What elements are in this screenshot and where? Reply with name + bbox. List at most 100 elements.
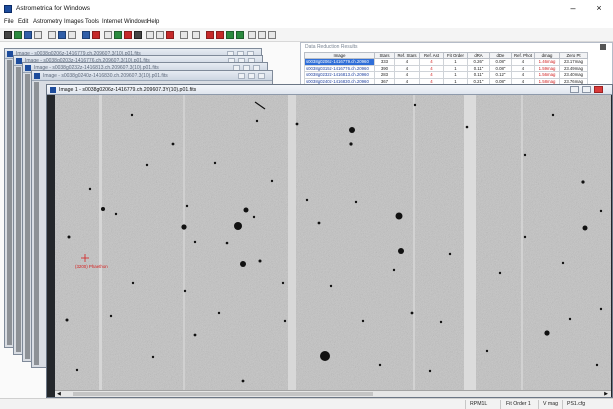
cell-stars: 283 [374,71,395,79]
cell-stars: 333 [374,58,395,66]
scroll-right-arrow-icon[interactable]: ▶ [604,391,608,397]
cell-dde: 0.12" [489,71,512,79]
menu-file[interactable]: File [4,19,14,25]
image-window-edge [34,82,39,365]
image-window-icon [50,87,56,93]
toolbar-blink-icon[interactable] [114,31,122,39]
menu-images[interactable]: Images [64,19,84,25]
detector-seam [183,95,185,392]
horizontal-scrollbar[interactable]: ◀ ▶ [55,390,611,397]
image-window-title-bar[interactable]: Image - s0038g0240z-1416830.ch.20960?.3(… [32,71,272,81]
column-header-ref-phot[interactable]: Ref. Phot [511,52,535,59]
toolbar-tile-icon[interactable] [248,31,256,39]
image-window-maximize-button[interactable] [248,73,255,79]
toolbar-arrange-icon[interactable] [268,31,276,39]
toolbar-track-icon[interactable] [134,31,142,39]
toolbar-save-icon[interactable] [34,31,42,39]
menu-internet[interactable]: Internet [102,19,123,25]
detector-seam [413,95,415,392]
cell-ref-stars: 4 [394,64,420,73]
toolbar-flat-icon[interactable] [92,31,100,39]
results-table: Image Stars Ref. Stars Ref. Ast Fit Orde… [304,52,588,86]
toolbar-image-list-icon[interactable] [58,31,66,39]
pin-icon[interactable] [600,44,606,50]
cell-ref-ast: 4 [419,58,444,66]
data-reduction-window[interactable]: Data Reduction Results Image Stars Ref. … [300,42,613,86]
toolbar-arrow-icon[interactable] [4,31,12,39]
column-header-zero-pt[interactable]: Zero Pt [559,52,588,59]
toolbar-new-icon[interactable] [14,31,22,39]
cell-zero-pt: 23.17mag [559,58,588,66]
satellite-trail [254,101,266,110]
image-window-title: Image - s0038g0240z-1416830.ch.20960?.3(… [43,73,168,79]
toolbar-next-icon[interactable] [236,31,244,39]
status-catalog: RPM1L [470,401,488,407]
status-separator [465,400,466,409]
menu-help[interactable]: Help [147,19,160,25]
toolbar-previous-icon[interactable] [216,31,224,39]
target-marker[interactable]: (3200) Phaethon [75,254,108,269]
cell-image: s0038g0315z-1416776.ch.20960 [304,64,375,73]
minimize-button[interactable]: – [570,3,576,13]
title-bar: Astrometrica for Windows – × [0,0,613,18]
image-window-title: Image - s0038g0232z-1416813.ch.20960?.3(… [34,65,159,71]
toolbar-dark-icon[interactable] [82,31,90,39]
image-window-active[interactable]: Image 1 - s0038g0206z-1416779.ch.209607.… [46,84,613,398]
cell-ref-ast: 4 [419,71,444,79]
toolbar-header-icon[interactable] [68,31,76,39]
active-window-maximize-button[interactable] [582,86,591,93]
toolbar-cascade-icon[interactable] [258,31,266,39]
menu-bar: File Edit Astrometry Images Tools Intern… [0,18,613,28]
cell-ref-stars: 4 [394,71,420,79]
toolbar-stack-icon[interactable] [124,31,132,39]
cell-zero-pt: 23.49mag [559,64,588,73]
menu-windows[interactable]: Windows [124,19,149,25]
detector-seam [288,95,296,392]
close-button[interactable]: × [596,3,602,13]
table-row[interactable]: s0038g0232z-1416813.ch.20960 283 4 4 1 0… [304,71,588,79]
toolbar-zoom-in-icon[interactable] [146,31,154,39]
toolbar-measure-icon[interactable] [192,31,200,39]
toolbar-star-chart-icon[interactable] [166,31,174,39]
toolbar-zoom-out-icon[interactable] [156,31,164,39]
image-window-icon [16,58,22,64]
target-label: (3200) Phaethon [75,264,108,269]
cell-ref-phot: 4 [511,58,535,66]
toolbar-settings-icon[interactable] [180,31,188,39]
status-separator [562,400,563,409]
menu-tools[interactable]: Tools [85,19,100,25]
column-header-ref-stars[interactable]: Ref. Stars [394,52,420,59]
image-window-minimize-button[interactable] [238,73,245,79]
image-window-icon [7,51,13,57]
app-title: Astrometrica for Windows [16,5,91,12]
toolbar-load-images-icon[interactable] [48,31,56,39]
image-window-edge [16,67,21,352]
status-bar: RPM1L Fit Order 1 V mag PS1.cfg [0,398,613,409]
table-row[interactable]: s0038g0206z-1416779.ch.20960 333 4 4 1 0… [304,58,588,66]
active-window-close-button[interactable] [594,86,603,93]
cell-dmag: 1.46mag [534,58,560,66]
scroll-left-arrow-icon[interactable]: ◀ [57,391,61,397]
cell-fit-order: 1 [443,58,468,66]
menu-edit[interactable]: Edit [18,19,29,25]
toolbar-play-icon[interactable] [226,31,234,39]
app-icon [4,5,12,13]
cell-ref-ast: 4 [419,64,444,73]
star-field [65,103,603,383]
active-window-minimize-button[interactable] [570,86,579,93]
active-window-title-bar[interactable]: Image 1 - s0038g0206z-1416779.ch.209607.… [47,85,612,95]
toolbar-reference-icon[interactable] [104,31,112,39]
menu-astrometry[interactable]: Astrometry [33,19,63,25]
image-window-title: Image - s0038g0203z-1416776.ch.20960?.3(… [25,58,150,64]
scrollbar-thumb[interactable] [73,392,373,396]
cell-fit-order: 1 [443,64,468,73]
image-window-close-button[interactable] [258,73,265,79]
table-row[interactable]: s0038g0315z-1416776.ch.20960 390 4 4 1 0… [304,64,588,73]
cell-ref-phot: 4 [511,71,535,79]
cell-image: s0038g0206z-1416779.ch.20960 [304,58,375,66]
toolbar-record-icon[interactable] [206,31,214,39]
column-header-fit-order[interactable]: Fit Order [443,52,468,59]
toolbar-open-icon[interactable] [24,31,32,39]
detector-seam [521,95,523,392]
astronomical-image[interactable]: (3200) Phaethon [55,95,611,392]
